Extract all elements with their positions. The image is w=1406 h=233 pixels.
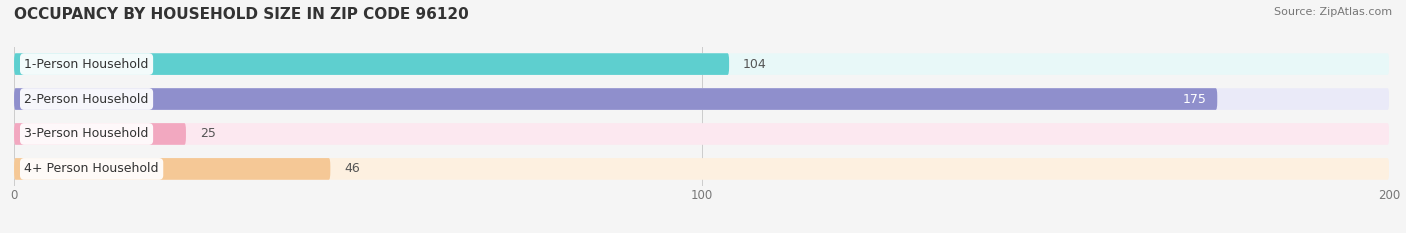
Text: 1-Person Household: 1-Person Household [24, 58, 149, 71]
Text: 2-Person Household: 2-Person Household [24, 93, 149, 106]
FancyBboxPatch shape [14, 53, 730, 75]
Text: 25: 25 [200, 127, 215, 140]
Text: 175: 175 [1182, 93, 1206, 106]
Text: 46: 46 [344, 162, 360, 175]
FancyBboxPatch shape [14, 123, 186, 145]
FancyBboxPatch shape [14, 88, 1218, 110]
Text: 4+ Person Household: 4+ Person Household [24, 162, 159, 175]
Text: Source: ZipAtlas.com: Source: ZipAtlas.com [1274, 7, 1392, 17]
Text: 3-Person Household: 3-Person Household [24, 127, 149, 140]
Text: 104: 104 [742, 58, 766, 71]
FancyBboxPatch shape [14, 123, 1389, 145]
FancyBboxPatch shape [14, 88, 1389, 110]
FancyBboxPatch shape [14, 158, 330, 180]
FancyBboxPatch shape [14, 53, 1389, 75]
Text: OCCUPANCY BY HOUSEHOLD SIZE IN ZIP CODE 96120: OCCUPANCY BY HOUSEHOLD SIZE IN ZIP CODE … [14, 7, 468, 22]
FancyBboxPatch shape [14, 158, 1389, 180]
